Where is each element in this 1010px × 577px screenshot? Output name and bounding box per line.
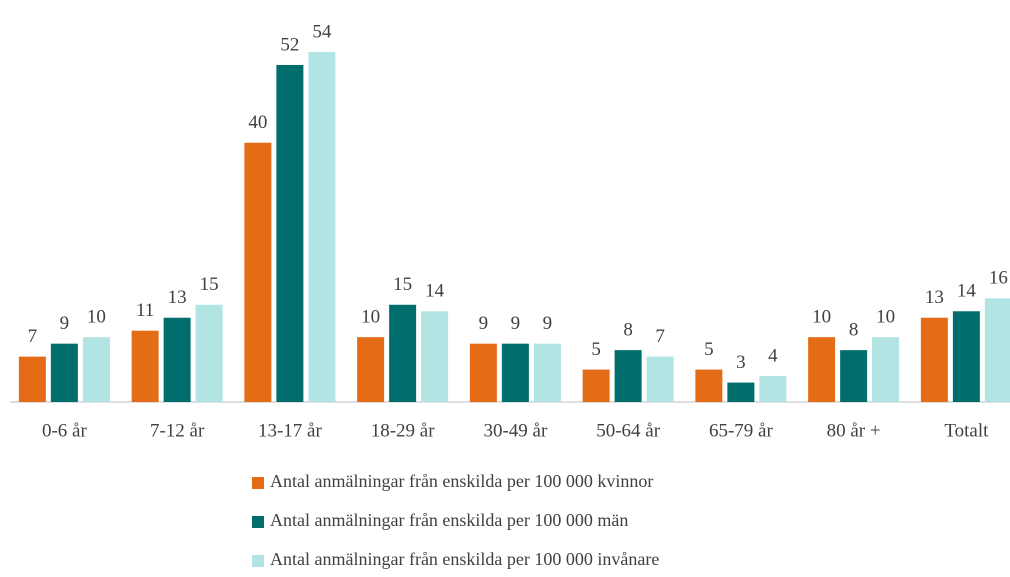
bar xyxy=(308,52,336,402)
data-label: 10 xyxy=(876,307,895,328)
bar xyxy=(582,369,610,402)
x-tick-label: 0-6 år xyxy=(42,420,88,441)
x-tick-label: Totalt xyxy=(944,420,989,441)
bar xyxy=(131,330,159,402)
bar xyxy=(759,376,787,402)
data-label: 14 xyxy=(425,281,445,302)
x-tick-label: 80 år + xyxy=(827,420,881,441)
data-label: 8 xyxy=(849,320,859,341)
data-label: 5 xyxy=(591,339,601,360)
data-label: 14 xyxy=(957,281,977,302)
bar xyxy=(244,142,272,403)
bar xyxy=(18,356,46,402)
data-label: 54 xyxy=(312,21,332,42)
bar xyxy=(82,337,110,402)
legend-label: Antal anmälningar från enskilda per 100 … xyxy=(270,549,659,569)
bar xyxy=(195,304,223,402)
data-label: 9 xyxy=(479,313,489,334)
x-tick-label: 65-79 år xyxy=(709,420,774,441)
legend-swatch xyxy=(252,516,264,528)
x-tick-label: 13-17 år xyxy=(258,420,323,441)
legend-swatch xyxy=(252,477,264,489)
data-label: 40 xyxy=(248,112,267,133)
legend-label: Antal anmälningar från enskilda per 100 … xyxy=(270,471,653,491)
bar xyxy=(50,343,78,402)
bar xyxy=(840,350,868,402)
data-label: 5 xyxy=(704,339,714,360)
bar xyxy=(614,350,642,402)
bar xyxy=(920,317,948,402)
data-label: 10 xyxy=(87,307,106,328)
data-label: 15 xyxy=(393,274,412,295)
x-tick-label: 50-64 år xyxy=(596,420,661,441)
bar xyxy=(727,382,755,402)
data-label: 9 xyxy=(543,313,553,334)
bar xyxy=(469,343,497,402)
bar xyxy=(421,311,449,402)
bar xyxy=(533,343,561,402)
data-label: 8 xyxy=(623,320,633,341)
data-label: 15 xyxy=(200,274,219,295)
bar xyxy=(808,337,836,402)
data-label: 4 xyxy=(768,345,778,366)
data-label: 10 xyxy=(361,307,380,328)
bar xyxy=(646,356,674,402)
data-label: 16 xyxy=(989,268,1008,289)
data-label: 52 xyxy=(280,34,299,55)
data-label: 3 xyxy=(736,352,746,373)
data-label: 11 xyxy=(136,300,154,321)
bar xyxy=(276,64,304,403)
legend-label: Antal anmälningar från enskilda per 100 … xyxy=(270,510,628,530)
bar xyxy=(695,369,723,402)
legend-swatch xyxy=(252,555,264,567)
bar xyxy=(163,317,191,402)
data-label: 13 xyxy=(925,287,944,308)
x-tick-label: 7-12 år xyxy=(150,420,205,441)
data-label: 7 xyxy=(655,326,665,347)
x-tick-label: 18-29 år xyxy=(371,420,436,441)
bar xyxy=(357,337,385,402)
data-label: 13 xyxy=(168,287,187,308)
bar xyxy=(501,343,529,402)
data-label: 10 xyxy=(812,307,831,328)
bar xyxy=(872,337,900,402)
x-tick-label: 30-49 år xyxy=(483,420,548,441)
bar xyxy=(952,311,980,402)
data-label: 9 xyxy=(511,313,521,334)
data-label: 7 xyxy=(28,326,38,347)
bar xyxy=(984,298,1010,402)
bar xyxy=(389,304,417,402)
data-label: 9 xyxy=(60,313,70,334)
